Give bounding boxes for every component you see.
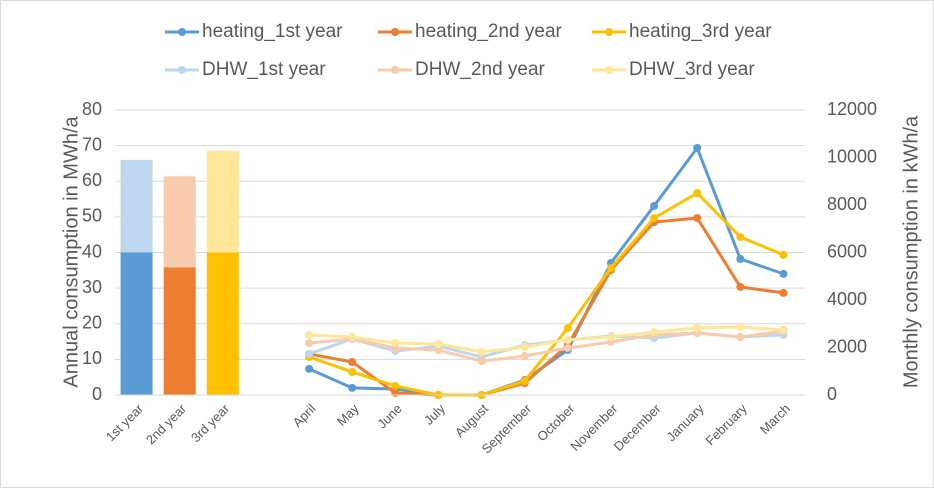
line: [308, 325, 784, 354]
y2-tick-label: 0: [827, 384, 837, 404]
line-point: [305, 349, 314, 358]
line-point: [520, 352, 529, 361]
line: [308, 329, 784, 363]
line-point: [477, 357, 486, 366]
line-point: [736, 323, 745, 332]
y2-tick-label: 10000: [827, 146, 877, 166]
y2-tick-label: 2000: [827, 336, 867, 356]
legend-swatch-point: [178, 66, 186, 74]
bar-segment: [120, 159, 153, 253]
line-point: [779, 250, 788, 259]
legend-swatch-point: [178, 28, 186, 36]
bar-segment: [120, 252, 153, 395]
y-axis-title: Annual consumption in MWh/a: [60, 115, 82, 387]
line: [308, 216, 784, 397]
line-point: [563, 324, 572, 333]
legend-label: heating_2nd year: [415, 21, 563, 42]
line-point: [520, 343, 529, 352]
line-point: [391, 338, 400, 347]
line-point: [650, 201, 659, 210]
y-tick-label: 10: [82, 348, 102, 368]
line-point: [779, 269, 788, 278]
line-point: [305, 364, 314, 373]
bar-segment: [163, 176, 196, 268]
line-point: [305, 330, 314, 339]
line-point: [477, 348, 486, 357]
line-point: [563, 335, 572, 344]
line-point: [693, 144, 702, 152]
line-point: [693, 189, 702, 198]
line-point: [606, 333, 615, 342]
line-point: [434, 339, 443, 348]
y-tick-label: 70: [82, 134, 102, 154]
line-point: [348, 357, 357, 366]
legend-label: DHW_2nd year: [415, 59, 546, 80]
line-point: [348, 383, 357, 392]
line-point: [606, 263, 615, 272]
line-point: [391, 381, 400, 390]
line-point: [520, 376, 529, 385]
bar-segment: [163, 267, 196, 395]
line-point: [736, 233, 745, 242]
legend-swatch-point: [391, 66, 399, 74]
legend-swatch-point: [605, 28, 613, 36]
line-point: [736, 282, 745, 291]
y-tick-label: 30: [82, 277, 102, 297]
y2-tick-label: 8000: [827, 194, 867, 214]
legend-label: DHW_1st year: [202, 59, 326, 80]
line-point: [779, 325, 788, 334]
legend-swatch-point: [391, 28, 399, 36]
y-tick-label: 50: [82, 206, 102, 226]
line-point: [434, 346, 443, 355]
legend-label: heating_3rd year: [629, 21, 772, 42]
line-point: [391, 388, 400, 397]
y-tick-label: 60: [82, 170, 102, 190]
line-point: [348, 367, 357, 376]
y2-tick-label: 4000: [827, 289, 867, 309]
y-tick-label: 40: [82, 241, 102, 261]
y-tick-label: 80: [82, 99, 102, 119]
bar-segment: [206, 150, 239, 253]
line-point: [693, 214, 702, 223]
line-point: [736, 333, 745, 342]
legend-swatch-point: [605, 66, 613, 74]
line: [308, 191, 785, 397]
line-point: [736, 254, 745, 263]
y-tick-label: 0: [92, 384, 102, 404]
line-point: [650, 328, 659, 337]
line-point: [779, 288, 788, 297]
bar-segment: [206, 252, 239, 395]
line-point: [305, 338, 314, 347]
y2-tick-label: 6000: [827, 241, 867, 261]
legend-label: heating_1st year: [202, 21, 343, 42]
line-point: [650, 214, 659, 223]
line-point: [348, 333, 357, 342]
y2-tick-label: 12000: [827, 99, 877, 119]
line-point: [563, 343, 572, 352]
legend-label: DHW_3rd year: [629, 59, 755, 80]
y2-axis-title: Monthly consumption in kWh/a: [900, 115, 922, 388]
y-tick-label: 20: [82, 313, 102, 333]
line-point: [693, 324, 702, 333]
